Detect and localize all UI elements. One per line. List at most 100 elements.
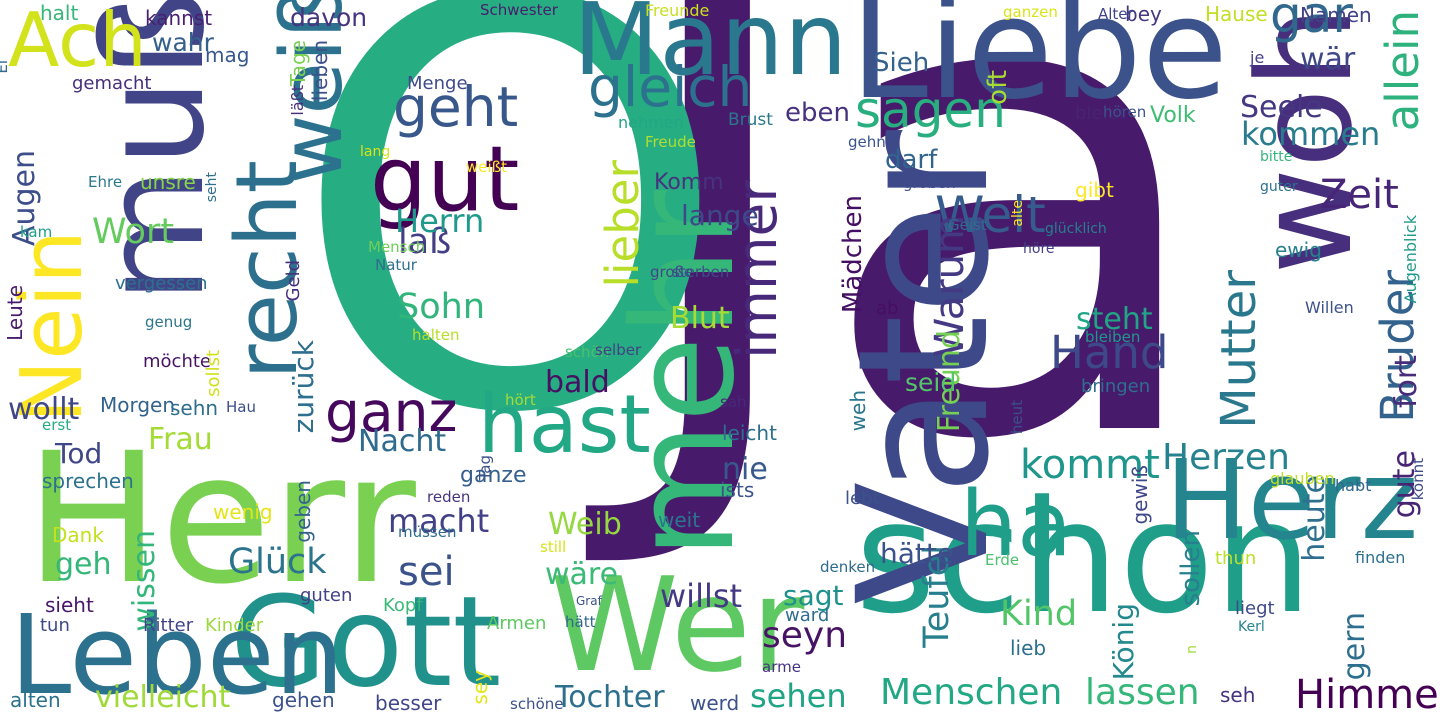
word-brust: Brust	[728, 110, 773, 130]
word-sey: sey	[468, 670, 492, 705]
word-nehmen: nehmen	[618, 113, 684, 132]
word-willen: Willen	[1305, 298, 1354, 317]
word-weh: weh	[846, 390, 870, 432]
word-bitte: bitte	[1260, 149, 1293, 165]
word-kommt: kommt	[1020, 442, 1160, 488]
word-freunde: Freunde	[645, 1, 710, 20]
word-komm: Komm	[654, 170, 724, 195]
word-je: je	[1250, 48, 1265, 67]
word-fort: fort	[1389, 355, 1424, 409]
word-schoene: schöne	[510, 695, 564, 713]
word-menschen: Menschen	[880, 672, 1063, 713]
word-ehre: Ehre	[88, 173, 123, 191]
word-gehen: gehen	[272, 688, 335, 712]
word-weisst: weißt	[466, 158, 507, 176]
word-alte: alte	[1010, 200, 1026, 227]
word-ward: ward	[785, 605, 830, 626]
word-gar: gar	[1270, 0, 1353, 44]
word-tag: Tag	[476, 455, 494, 481]
word-kopf: Kopf	[383, 595, 423, 616]
word-hau: Hau	[226, 398, 256, 416]
word-gleich: gleich	[588, 55, 753, 119]
word-ganzen: ganzen	[1003, 3, 1058, 21]
word-armen: Armen	[487, 613, 547, 634]
word-lassen: lassen	[1085, 672, 1200, 713]
word-laesst: läßt	[288, 85, 307, 116]
word-gehn: gehn	[848, 133, 886, 151]
word-nie: nie	[722, 452, 768, 487]
word-wollt: wollt	[8, 392, 80, 427]
word-gott: Gott	[230, 570, 502, 715]
word-ach: Ach	[8, 0, 147, 84]
word-reden: reden	[427, 488, 471, 506]
word-herzen: Herzen	[1162, 437, 1290, 478]
word-graf: Graf	[576, 594, 602, 608]
word-alten: alten	[10, 688, 61, 712]
word-willst: willst	[660, 577, 743, 615]
word-herr: Herr	[25, 415, 416, 624]
word-tun: tun	[40, 615, 70, 636]
word-haette: hätte	[880, 537, 955, 570]
word-heute: heute	[1297, 475, 1332, 562]
word-halten: halten	[412, 326, 460, 344]
word-mutter: Mutter	[1211, 270, 1267, 429]
word-geld: Geld	[283, 260, 304, 302]
word-grossen: großen	[903, 174, 956, 192]
word-volk: Volk	[1150, 103, 1196, 128]
word-bald: bald	[545, 365, 610, 400]
word-tage: Tage	[286, 40, 310, 87]
word-schon: schon	[855, 467, 1313, 648]
word-geht: geht	[393, 75, 519, 139]
word-thun: thun	[1215, 548, 1257, 569]
word-vielleicht: vielleicht	[95, 680, 231, 715]
word-gibt: gibt	[1075, 178, 1114, 202]
word-kommen: kommen	[1241, 115, 1381, 153]
word-sterben: sterben	[672, 263, 730, 281]
word-unsre: unsre	[140, 170, 196, 194]
word-maedchen: Mädchen	[838, 195, 868, 314]
word-blut: Blut	[670, 301, 730, 336]
word-waere: wäre	[545, 557, 619, 592]
word-geist: Geist	[948, 216, 987, 234]
word-wahr: wahr	[152, 28, 214, 57]
word-erde: Erde	[985, 551, 1020, 569]
word-bringen: bringen	[1081, 376, 1151, 397]
word-namen: Namen	[1300, 3, 1372, 27]
word-still: still	[540, 538, 567, 556]
word-sei: sei	[398, 549, 455, 595]
word-genug: genug	[145, 313, 193, 331]
word-heut: heut	[1008, 400, 1026, 435]
word-glueck: Glück	[228, 542, 327, 582]
word-oft: oft	[983, 70, 1013, 105]
word-hast: hast	[478, 378, 651, 471]
word-kind: Kind	[1000, 594, 1078, 634]
word-menge: Menge	[407, 73, 468, 94]
word-ab: ab	[876, 298, 899, 319]
word-seyn: seyn	[762, 615, 848, 656]
word-wenig: wenig	[213, 500, 273, 524]
word-allein: allein	[1376, 10, 1429, 132]
word-werd: werd	[690, 691, 740, 715]
word-n: n	[1184, 645, 1200, 654]
word-sah: sah	[720, 393, 747, 411]
word-herrn: Herrn	[395, 202, 485, 240]
word-kannst: kannst	[145, 6, 213, 30]
word-frau: Frau	[148, 422, 213, 457]
word-natur: Natur	[375, 256, 417, 274]
word-sagt: sagt	[783, 579, 844, 612]
word-seid: seid	[905, 368, 957, 397]
word-mann: Mann	[573, 0, 848, 98]
word-hause: Hause	[1205, 2, 1268, 26]
word-lebt: lebt	[845, 488, 880, 509]
word-weib: Weib	[548, 507, 622, 542]
word-lange: lange	[681, 199, 759, 232]
word-wort: Wort	[92, 212, 175, 252]
word-sollst: sollst	[203, 350, 224, 397]
word-geben: geben	[291, 480, 315, 543]
word-erst: erst	[42, 416, 72, 434]
word-sieh: Sieh	[873, 48, 930, 78]
word-seele: Seele	[1240, 90, 1323, 125]
word-guten: guten	[300, 585, 353, 606]
word-bey: bey	[1125, 2, 1162, 26]
word-lieb: lieb	[1010, 636, 1047, 660]
